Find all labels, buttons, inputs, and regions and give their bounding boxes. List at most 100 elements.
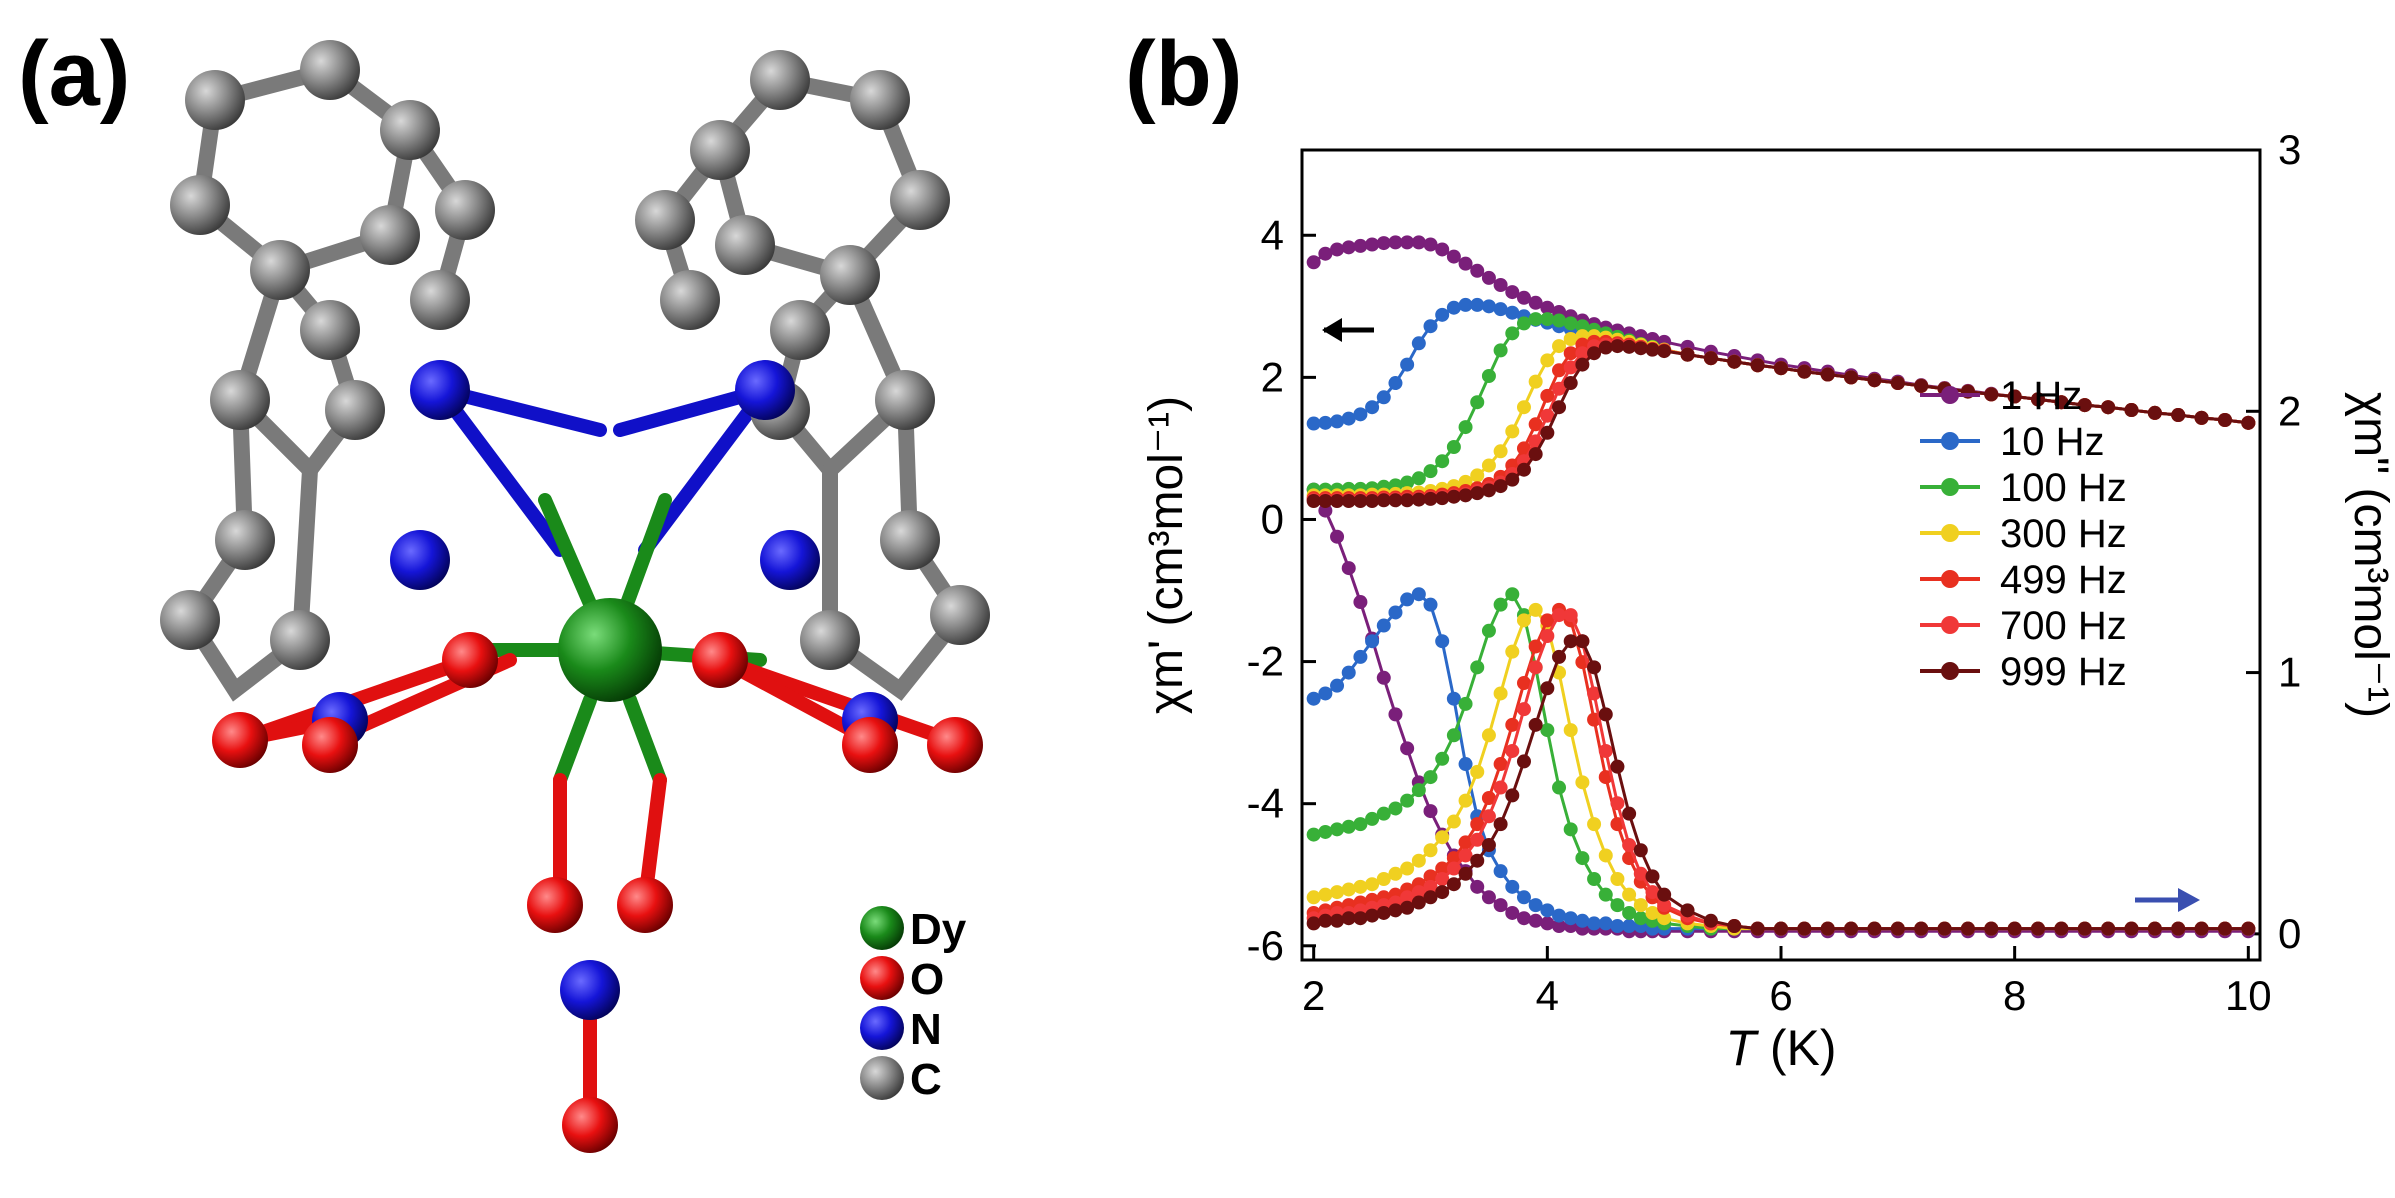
series-inphase-point: [1493, 302, 1508, 317]
series-outphase-point: [1435, 751, 1450, 766]
series-inphase-point: [1423, 237, 1438, 252]
series-outphase-point: [1622, 838, 1637, 853]
series-inphase-point: [2194, 410, 2209, 425]
series-outphase-point: [1633, 911, 1648, 926]
series-outphase-point: [1388, 707, 1403, 722]
series-inphase-point: [1540, 353, 1555, 368]
y-left-axis-label: χm' (cm³mol⁻¹): [1140, 396, 1193, 714]
series-outphase-point: [1633, 843, 1648, 858]
series-outphase-point: [1411, 895, 1426, 910]
left-axis-arrow-head: [1322, 318, 1342, 342]
series-outphase-point: [1470, 660, 1485, 675]
carbon-bonds: [180, 61, 970, 702]
series-outphase-point: [1575, 775, 1590, 790]
series-inphase-point: [1318, 246, 1333, 261]
legend-o-label: O: [910, 955, 944, 1004]
series-outphase-point: [1423, 804, 1438, 819]
series-outphase-point: [1528, 717, 1543, 732]
series-outphase-point: [1330, 529, 1345, 544]
series-outphase-point: [1435, 872, 1450, 886]
series-inphase-point: [1528, 417, 1543, 432]
series-outphase-point: [1563, 911, 1578, 926]
series-inphase-point: [1365, 237, 1380, 252]
series-outphase-point: [1353, 817, 1368, 832]
right-axis-arrow-head: [2178, 888, 2200, 912]
series-inphase-point: [1330, 414, 1345, 429]
series-outphase-point: [1914, 921, 1929, 936]
series-inphase-point: [1306, 255, 1321, 270]
series-outphase-point: [1400, 741, 1415, 756]
series-outphase-point: [1481, 623, 1496, 638]
series-inphase-point: [1563, 376, 1578, 391]
series-outphase-point: [2101, 921, 2116, 936]
series-outphase-point: [1575, 913, 1590, 928]
series-outphase-point: [1423, 597, 1438, 612]
series-inphase-point: [1552, 313, 1567, 328]
series-outphase-point: [1528, 898, 1543, 913]
series-outphase-point: [1423, 770, 1438, 785]
series-inphase-point: [1481, 368, 1496, 383]
series-inphase-point: [1423, 319, 1438, 334]
series-outphase-point: [1516, 613, 1531, 628]
series-inphase-point: [1435, 491, 1450, 506]
series-outphase-point: [1622, 806, 1637, 821]
series-outphase-point: [1552, 780, 1567, 795]
series-outphase-point: [1318, 887, 1333, 902]
series-outphase-point: [1844, 921, 1859, 936]
series-outphase-point: [1516, 676, 1531, 691]
series-outphase-point: [1470, 832, 1485, 847]
series-outphase-point: [1376, 670, 1391, 685]
series-outphase-point: [1365, 908, 1380, 923]
series-outphase-point: [1528, 913, 1543, 928]
series-inphase-point: [2147, 405, 2162, 420]
series-inphase-point: [1598, 340, 1613, 355]
series-outphase-point: [1341, 882, 1356, 897]
series-inphase-point: [1470, 468, 1485, 483]
y-left-tick-label: -6: [1247, 922, 1284, 969]
series-outphase-point: [1446, 691, 1461, 706]
y-right-axis-label: χm" (cm³mol⁻¹): [2344, 392, 2390, 718]
series-inphase-point: [1435, 242, 1450, 257]
series-outphase-point: [1341, 819, 1356, 834]
series-outphase-point: [2007, 921, 2022, 936]
series-outphase-point: [1446, 814, 1461, 829]
legend-marker: [1941, 386, 1959, 404]
series-inphase-point: [1727, 354, 1742, 369]
series-outphase-point: [1493, 864, 1508, 879]
series-outphase-point: [1516, 911, 1531, 926]
series-outphase-point: [1774, 921, 1788, 936]
series-outphase-point: [1610, 919, 1625, 934]
series-inphase-point: [1388, 376, 1403, 391]
legend-marker: [1941, 616, 1959, 634]
legend-c: C: [860, 1055, 942, 1104]
series-outphase-point: [1657, 898, 1672, 913]
series-outphase-point: [1937, 921, 1952, 936]
series-inphase-point: [1400, 357, 1415, 372]
series-outphase-point: [1388, 903, 1403, 918]
series-inphase-point: [1750, 358, 1765, 373]
series-inphase-point: [1645, 342, 1660, 357]
series-inphase-point: [1481, 299, 1496, 314]
series-outphase-point: [1446, 877, 1461, 892]
series-inphase-point: [2171, 408, 2186, 423]
series-outphase-point: [1388, 605, 1403, 620]
series-outphase-point: [1645, 905, 1660, 920]
bonds: [180, 61, 970, 1127]
series-outphase-point: [1703, 913, 1718, 928]
y-left-tick-label: 0: [1261, 495, 1284, 542]
y-left-tick-label: -2: [1247, 638, 1284, 685]
series-outphase-point: [1552, 649, 1567, 664]
series-outphase-point: [2147, 921, 2162, 936]
series-outphase-point: [1516, 702, 1531, 717]
series-outphase-point: [1306, 691, 1321, 706]
oxygen-atoms: [212, 632, 983, 1153]
series-outphase-point: [1458, 866, 1473, 881]
series-inphase-point: [1330, 494, 1345, 508]
series-inphase-point: [1493, 278, 1508, 292]
series-inphase-point: [1353, 238, 1368, 253]
series-inphase-point: [1423, 491, 1438, 506]
series-outphase-point: [1330, 822, 1345, 837]
series-outphase-point: [1516, 890, 1531, 905]
legend-n: N: [860, 1005, 942, 1054]
series-outphase-point: [1400, 793, 1415, 808]
